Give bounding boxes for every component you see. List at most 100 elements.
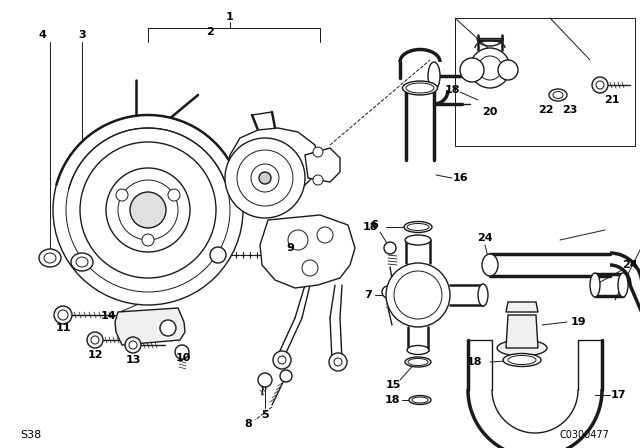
- Circle shape: [106, 168, 190, 252]
- Circle shape: [394, 271, 442, 319]
- Circle shape: [596, 81, 604, 89]
- Circle shape: [125, 337, 141, 353]
- Circle shape: [168, 189, 180, 201]
- Circle shape: [386, 263, 450, 327]
- Circle shape: [53, 115, 243, 305]
- Circle shape: [118, 180, 178, 240]
- Text: 21: 21: [604, 95, 620, 105]
- Text: 23: 23: [563, 105, 578, 115]
- Polygon shape: [228, 128, 318, 198]
- Text: 14: 14: [100, 311, 116, 321]
- Ellipse shape: [405, 357, 431, 367]
- Text: 18: 18: [384, 395, 400, 405]
- Circle shape: [225, 138, 305, 218]
- Circle shape: [258, 373, 272, 387]
- Circle shape: [130, 192, 166, 228]
- Ellipse shape: [403, 81, 438, 95]
- Ellipse shape: [405, 235, 431, 245]
- Ellipse shape: [39, 249, 61, 267]
- Text: 19: 19: [570, 317, 586, 327]
- Ellipse shape: [482, 254, 498, 276]
- Text: 1: 1: [226, 12, 234, 22]
- Text: 7: 7: [364, 290, 372, 300]
- Polygon shape: [506, 315, 538, 348]
- Text: 17: 17: [611, 390, 626, 400]
- Ellipse shape: [497, 340, 547, 356]
- Circle shape: [313, 175, 323, 185]
- Polygon shape: [506, 302, 538, 312]
- Text: 11: 11: [55, 323, 71, 333]
- Text: 15: 15: [385, 380, 401, 390]
- Ellipse shape: [404, 221, 432, 233]
- Circle shape: [210, 247, 226, 263]
- Circle shape: [302, 260, 318, 276]
- Text: 6: 6: [370, 220, 378, 230]
- Text: 20: 20: [483, 107, 498, 117]
- Circle shape: [237, 150, 293, 206]
- Text: 22: 22: [538, 105, 554, 115]
- Circle shape: [317, 227, 333, 243]
- Circle shape: [251, 164, 279, 192]
- Circle shape: [334, 358, 342, 366]
- Circle shape: [142, 234, 154, 246]
- Text: 3: 3: [78, 30, 86, 40]
- Text: 8: 8: [244, 419, 252, 429]
- Text: 9: 9: [286, 243, 294, 253]
- Ellipse shape: [76, 257, 88, 267]
- Circle shape: [278, 356, 286, 364]
- Circle shape: [384, 242, 396, 254]
- Ellipse shape: [44, 253, 56, 263]
- Circle shape: [66, 128, 230, 292]
- Text: 5: 5: [261, 410, 269, 420]
- Circle shape: [280, 370, 292, 382]
- Circle shape: [54, 306, 72, 324]
- Text: S38: S38: [20, 430, 41, 440]
- Text: 24: 24: [477, 233, 493, 243]
- Ellipse shape: [412, 397, 428, 403]
- Circle shape: [382, 286, 394, 298]
- Text: 18: 18: [444, 85, 460, 95]
- Circle shape: [273, 351, 291, 369]
- Circle shape: [592, 77, 608, 93]
- Text: 18: 18: [467, 357, 482, 367]
- Polygon shape: [305, 148, 340, 182]
- Circle shape: [460, 58, 484, 82]
- Ellipse shape: [407, 224, 429, 231]
- Circle shape: [160, 320, 176, 336]
- Circle shape: [87, 332, 103, 348]
- Circle shape: [129, 341, 137, 349]
- Bar: [455, 18, 635, 146]
- Circle shape: [288, 230, 308, 250]
- Text: 13: 13: [125, 355, 141, 365]
- Circle shape: [116, 189, 128, 201]
- Ellipse shape: [408, 358, 428, 366]
- Circle shape: [58, 310, 68, 320]
- Circle shape: [175, 345, 189, 359]
- Ellipse shape: [553, 91, 563, 99]
- Ellipse shape: [407, 345, 429, 354]
- Ellipse shape: [590, 273, 600, 297]
- Circle shape: [478, 56, 502, 80]
- Text: C0300477: C0300477: [560, 430, 610, 440]
- Text: 10: 10: [175, 353, 191, 363]
- Circle shape: [470, 48, 510, 88]
- Polygon shape: [115, 308, 185, 345]
- Circle shape: [259, 172, 271, 184]
- Ellipse shape: [71, 253, 93, 271]
- Ellipse shape: [549, 89, 567, 101]
- Ellipse shape: [618, 273, 628, 297]
- Circle shape: [80, 142, 216, 278]
- Polygon shape: [260, 215, 355, 288]
- Text: 18: 18: [362, 222, 378, 232]
- Circle shape: [498, 60, 518, 80]
- Ellipse shape: [503, 353, 541, 366]
- Circle shape: [313, 147, 323, 157]
- Text: 24: 24: [622, 260, 638, 270]
- Ellipse shape: [409, 396, 431, 405]
- Circle shape: [91, 336, 99, 344]
- Circle shape: [329, 353, 347, 371]
- Text: 16: 16: [452, 173, 468, 183]
- Ellipse shape: [406, 83, 434, 93]
- Ellipse shape: [428, 62, 440, 90]
- Text: 2: 2: [206, 27, 214, 37]
